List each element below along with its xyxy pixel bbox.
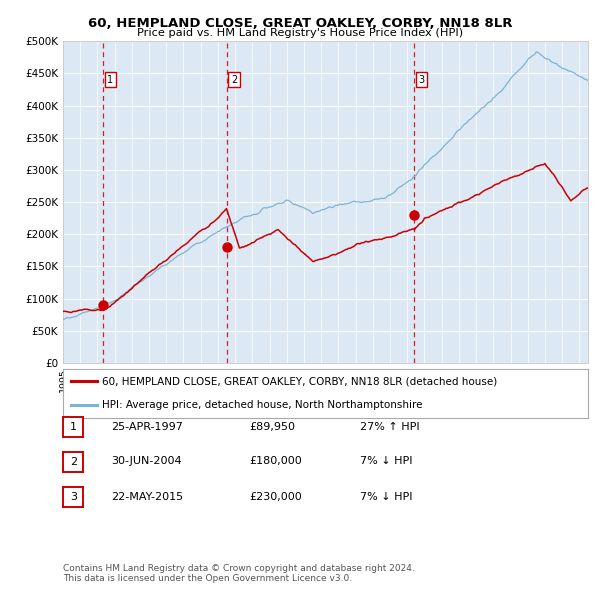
- Text: £180,000: £180,000: [249, 457, 302, 466]
- Text: HPI: Average price, detached house, North Northamptonshire: HPI: Average price, detached house, Nort…: [103, 399, 423, 409]
- Text: 60, HEMPLAND CLOSE, GREAT OAKLEY, CORBY, NN18 8LR (detached house): 60, HEMPLAND CLOSE, GREAT OAKLEY, CORBY,…: [103, 376, 497, 386]
- Text: 2: 2: [70, 457, 77, 467]
- Text: 1: 1: [107, 75, 113, 85]
- Text: 22-MAY-2015: 22-MAY-2015: [111, 492, 183, 502]
- Text: Contains HM Land Registry data © Crown copyright and database right 2024.
This d: Contains HM Land Registry data © Crown c…: [63, 563, 415, 583]
- Text: 7% ↓ HPI: 7% ↓ HPI: [360, 492, 413, 502]
- Text: 3: 3: [70, 493, 77, 502]
- Text: 1: 1: [70, 422, 77, 432]
- Text: 30-JUN-2004: 30-JUN-2004: [111, 457, 182, 466]
- Text: £230,000: £230,000: [249, 492, 302, 502]
- Text: 25-APR-1997: 25-APR-1997: [111, 422, 183, 431]
- Text: 60, HEMPLAND CLOSE, GREAT OAKLEY, CORBY, NN18 8LR: 60, HEMPLAND CLOSE, GREAT OAKLEY, CORBY,…: [88, 17, 512, 30]
- Text: 27% ↑ HPI: 27% ↑ HPI: [360, 422, 419, 431]
- Text: 7% ↓ HPI: 7% ↓ HPI: [360, 457, 413, 466]
- Text: £89,950: £89,950: [249, 422, 295, 431]
- Text: 3: 3: [418, 75, 424, 85]
- Text: Price paid vs. HM Land Registry's House Price Index (HPI): Price paid vs. HM Land Registry's House …: [137, 28, 463, 38]
- Text: 2: 2: [231, 75, 237, 85]
